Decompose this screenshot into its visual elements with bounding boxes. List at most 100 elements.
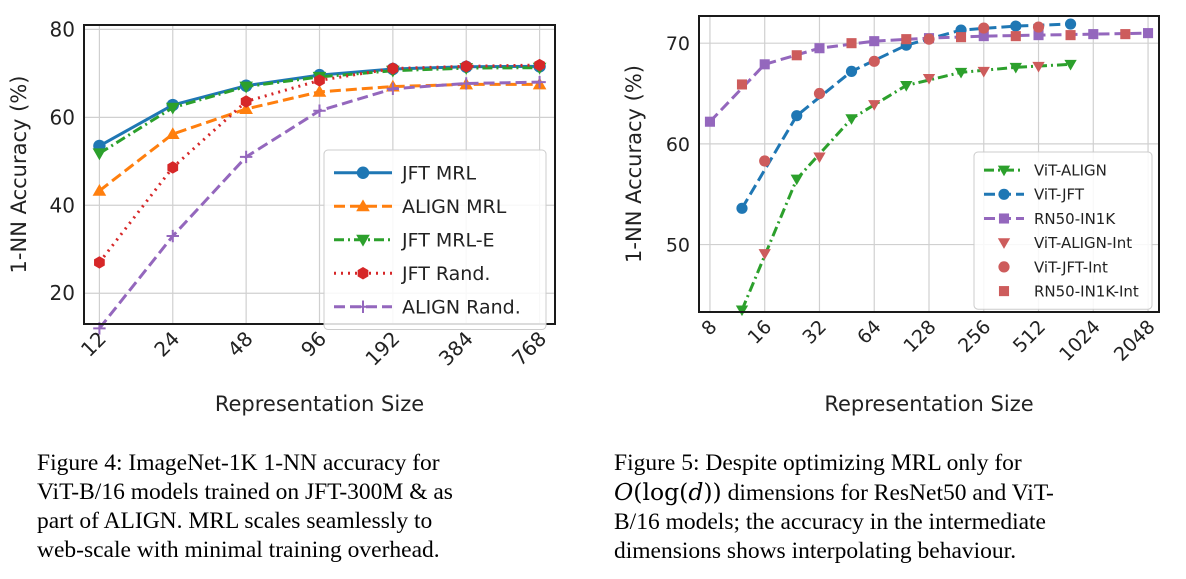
legend-label-jft-rand: JFT Rand. [401,263,490,285]
figure-4-chart: 12 24 48 96 192 384 768 20 40 60 80 Representation … [7,17,556,416]
x-tick-label-24: 24 [149,327,184,362]
data-point-rn50-in1k-16 [759,59,770,70]
data-point-vit-jft-int-32 [813,87,826,100]
legend-marker-rn50-in1k [998,213,1010,224]
legend-box [973,151,1153,310]
data-point-vit-jft-768 [1064,18,1077,30]
data-point-align-rand-768 [533,75,546,89]
legend-label-vit-align-int: ViT-ALIGN-Int [1034,234,1132,252]
legend-label-vit-jft-int: ViT-JFT-Int [1034,258,1108,276]
figure-5-caption-line-2: dimensions for ResNet50 and ViT- [721,480,1054,506]
legend-label-jft-mrl: JFT MRL [401,163,476,185]
data-point-align-mrl-96 [312,85,327,97]
series-align-rand [93,75,546,335]
x-tick-label-32: 32 [798,316,831,349]
legend-label-vit-align: ViT-ALIGN [1034,162,1107,180]
x-tick-label-64: 64 [853,316,886,349]
x-tick-label-768: 768 [507,327,551,371]
legend-marker-jft-mrl [356,166,370,179]
x-tick-label-192: 192 [360,327,404,371]
data-point-rn50-in1k-int-48 [846,38,857,49]
legend-label-align-mrl: ALIGN MRL [402,196,507,218]
data-point-vit-jft-24 [791,110,803,122]
y-tick-label-70: 70 [666,33,690,55]
legend-marker-jft-mrl-e [356,234,370,247]
x-tick-label-96: 96 [296,327,331,362]
data-point-vit-jft-384 [1010,20,1022,32]
legend-box [323,149,547,330]
x-tick-label-2048: 2048 [1110,316,1160,366]
legend-label-jft-mrl-e: JFT MRL-E [401,230,495,252]
legend: ViT-ALIGN ViT-JFT RN50-IN1K ViT-ALIGN-Int Vi… [973,151,1153,310]
data-point-rn50-in1k-1024 [1088,29,1099,40]
data-point-rn50-in1k-64 [869,36,880,47]
data-point-vit-jft-int-64 [868,55,880,67]
x-axis-label: Representation Size [215,392,424,416]
data-point-rn50-in1k-32 [814,43,825,54]
x-axis-label: Representation Size [824,392,1033,416]
data-point-jft-rand-24 [167,161,179,174]
data-point-vit-jft-int-512 [1032,21,1045,33]
y-tick-label-80: 80 [50,17,75,41]
data-point-jft-mrl-e-12 [92,148,107,161]
series-jft-rand [94,58,545,269]
data-point-jft-rand-48 [240,95,252,108]
data-point-rn50-in1k-int-12 [736,79,748,90]
data-point-vit-align-int-128 [922,73,936,85]
data-point-rn50-in1k-512 [1033,30,1044,41]
data-point-jft-mrl-e-48 [239,81,253,94]
series-vit-align [735,59,1077,317]
data-point-jft-rand-96 [314,74,325,87]
plot-frame [698,15,1160,313]
data-point-vit-align-int-64 [868,100,881,111]
y-tick-label-60: 60 [666,134,690,156]
data-point-align-rand-48 [239,150,253,164]
figure-4-caption-line-1: ImageNet-1K 1-NN accuracy for [128,450,440,476]
data-point-align-mrl-48 [239,102,253,114]
legend-marker-vit-jft-int [998,261,1010,273]
x-tick-label-12: 12 [76,327,111,362]
data-point-rn50-in1k-int-96 [901,34,912,45]
legend-marker-align-mrl [356,199,370,212]
data-point-jft-rand-384 [460,60,472,73]
data-point-rn50-in1k-int-24 [791,50,802,61]
y-axis-label: 1-NN Accuracy (%) [622,65,646,263]
data-point-vit-align-384 [1009,62,1022,74]
data-point-vit-align-12 [735,305,749,317]
series-vit-align-int [758,61,1045,260]
plot-frame [83,24,556,325]
data-point-rn50-in1k-int-768 [1065,30,1076,41]
data-point-rn50-in1k-int-384 [1010,31,1021,42]
data-point-jft-rand-192 [387,62,399,75]
y-tick-label-60: 60 [50,105,75,129]
data-point-vit-align-96 [900,80,913,92]
x-tick-label-512: 512 [1009,316,1050,357]
data-point-vit-align-24 [790,174,803,186]
legend-marker-align-rand [356,300,370,313]
data-point-vit-align-192 [954,67,968,79]
x-tick-label-128: 128 [899,316,940,357]
x-tick-label-48: 48 [223,327,258,362]
data-point-vit-jft-int-128 [923,33,935,45]
data-point-vit-align-int-512 [1032,61,1045,73]
y-axis-label: 1-NN Accuracy (%) [7,76,31,274]
figure-5-caption: Figure 5: Despite optimizing MRL only fo… [614,449,1174,566]
data-point-rn50-in1k-int-1536 [1120,29,1131,40]
figure-5-chart: 8 16 32 64 128 256 512 1024 2048 50 60 70 Representa… [622,15,1160,416]
data-point-vit-align-768 [1064,59,1077,71]
x-tick-label-1024: 1024 [1055,316,1105,366]
figure-5-caption-line-3: B/16 models; the accuracy in the interme… [614,509,1046,535]
data-point-rn50-in1k-8 [704,116,715,127]
figure-5-caption-line-4: dimensions shows interpolating behaviour… [614,538,1017,564]
data-point-vit-jft-12 [736,202,748,214]
figure-5-label: Figure 5: [614,450,700,476]
x-tick-label-384: 384 [434,327,478,371]
figure-4-caption-line-4: web-scale with minimal training overhead… [37,537,440,563]
legend-marker-vit-align [997,165,1011,177]
legend-label-vit-jft: ViT-JFT [1034,186,1085,204]
data-point-align-mrl-24 [165,127,180,140]
data-point-align-rand-96 [313,104,326,117]
legend-marker-rn50-in1k-int [998,286,1010,297]
x-tick-label-256: 256 [954,316,995,357]
